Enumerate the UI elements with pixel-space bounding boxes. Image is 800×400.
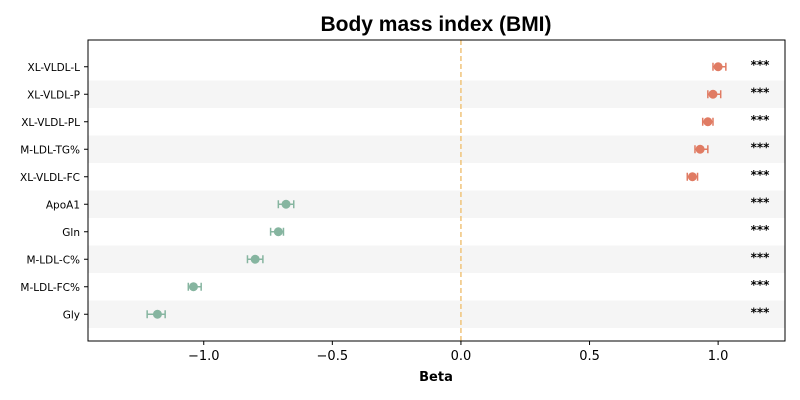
- y-tick-label: XL-VLDL-P: [27, 89, 80, 101]
- significance-label: ***: [751, 278, 771, 292]
- beta-point: [703, 117, 713, 127]
- row-stripe: [88, 135, 785, 163]
- data-rows: XL-VLDL-L ***XL-VLDL-P ***XL-VLDL-PL ***M-L…: [20, 58, 770, 322]
- forest-row: XL-VLDL-FC ***: [20, 168, 770, 184]
- forest-row: XL-VLDL-L ***: [28, 58, 771, 74]
- x-tick-label: 0.0: [451, 349, 472, 364]
- significance-label: ***: [751, 58, 771, 72]
- significance-label: ***: [751, 168, 771, 182]
- beta-point: [708, 89, 718, 99]
- significance-label: ***: [751, 223, 771, 237]
- x-tick-label: 0.5: [579, 349, 600, 364]
- significance-label: ***: [751, 250, 771, 264]
- forest-row: M-LDL-TG% ***: [20, 140, 770, 156]
- x-axis: −1.0 −0.5 0.0 0.5 1.0: [188, 341, 729, 364]
- y-tick-label: XL-VLDL-FC: [20, 172, 80, 184]
- beta-point: [713, 62, 723, 72]
- significance-label: ***: [751, 113, 771, 127]
- forest-row: Gly ***: [63, 305, 770, 321]
- x-tick-label: −0.5: [317, 349, 349, 364]
- y-tick-label: M-LDL-C%: [26, 254, 80, 266]
- y-tick-label: ApoA1: [46, 199, 80, 211]
- beta-point: [273, 227, 283, 237]
- significance-label: ***: [751, 85, 771, 99]
- forest-row: Gln ***: [62, 223, 770, 239]
- row-stripe: [88, 80, 785, 108]
- x-axis-label: Beta: [419, 370, 453, 385]
- beta-point: [250, 254, 260, 264]
- y-tick-label: XL-VLDL-L: [28, 62, 81, 74]
- row-stripe: [88, 190, 785, 218]
- beta-point: [188, 282, 198, 292]
- plot-frame: [87, 39, 786, 342]
- row-stripes: [88, 80, 785, 328]
- y-tick-label: Gln: [62, 227, 80, 239]
- forest-row: XL-VLDL-PL ***: [21, 113, 770, 129]
- row-stripe: [88, 245, 785, 273]
- forest-row: M-LDL-C% ***: [26, 250, 770, 266]
- beta-point: [281, 199, 291, 209]
- y-tick-label: Gly: [63, 309, 80, 321]
- beta-point: [695, 144, 705, 154]
- chart-title: Body mass index (BMI): [320, 13, 551, 36]
- y-tick-label: XL-VLDL-PL: [21, 117, 80, 129]
- forest-row: M-LDL-FC% ***: [20, 278, 770, 294]
- forest-row: ApoA1 ***: [46, 195, 770, 211]
- x-tick-label: 1.0: [708, 349, 729, 364]
- x-tick-label: −1.0: [188, 349, 220, 364]
- significance-label: ***: [751, 305, 771, 319]
- beta-point: [687, 172, 697, 182]
- significance-label: ***: [751, 140, 771, 154]
- y-tick-label: M-LDL-FC%: [20, 282, 80, 294]
- row-stripe: [88, 300, 785, 328]
- significance-label: ***: [751, 195, 771, 209]
- forest-row: XL-VLDL-P ***: [27, 85, 770, 101]
- y-tick-label: M-LDL-TG%: [20, 144, 80, 156]
- beta-point: [152, 309, 162, 319]
